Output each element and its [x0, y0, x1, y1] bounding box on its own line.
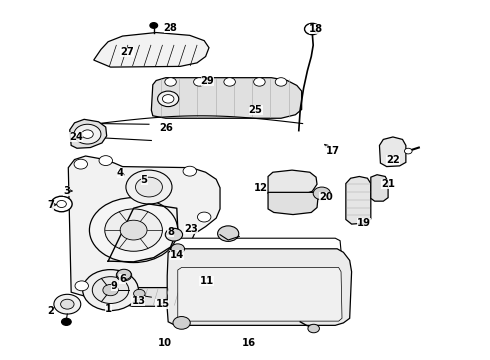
Circle shape: [313, 187, 330, 200]
Text: 24: 24: [69, 132, 83, 142]
Text: 27: 27: [121, 47, 134, 57]
Polygon shape: [167, 249, 352, 325]
Text: 15: 15: [155, 299, 170, 309]
Circle shape: [165, 228, 183, 241]
Circle shape: [308, 324, 319, 333]
Text: 8: 8: [167, 227, 174, 237]
Circle shape: [120, 220, 147, 240]
Circle shape: [254, 78, 265, 86]
Text: 12: 12: [253, 183, 268, 193]
Circle shape: [75, 281, 89, 291]
Circle shape: [74, 124, 101, 144]
Polygon shape: [68, 156, 220, 298]
Circle shape: [117, 269, 131, 280]
Text: 17: 17: [325, 146, 340, 156]
Circle shape: [165, 78, 176, 86]
Text: 20: 20: [319, 192, 333, 202]
Polygon shape: [151, 78, 302, 118]
Circle shape: [83, 270, 138, 311]
Polygon shape: [171, 238, 341, 254]
Circle shape: [126, 170, 172, 204]
Text: 3: 3: [63, 186, 70, 195]
Circle shape: [150, 23, 158, 28]
Text: 25: 25: [248, 105, 263, 115]
Text: 6: 6: [119, 274, 126, 284]
Text: 9: 9: [111, 281, 118, 291]
Circle shape: [136, 177, 162, 197]
Text: 23: 23: [184, 224, 198, 234]
Text: 16: 16: [242, 338, 256, 348]
Circle shape: [173, 316, 190, 329]
Text: 26: 26: [159, 123, 172, 133]
Circle shape: [92, 277, 129, 303]
Circle shape: [404, 148, 412, 154]
Polygon shape: [124, 288, 199, 306]
Text: 29: 29: [201, 76, 215, 86]
Circle shape: [275, 78, 287, 86]
Circle shape: [158, 91, 179, 107]
Circle shape: [171, 244, 185, 254]
Circle shape: [162, 95, 174, 103]
Circle shape: [218, 226, 239, 242]
Circle shape: [61, 299, 74, 309]
Text: 18: 18: [309, 24, 323, 34]
Polygon shape: [268, 192, 318, 215]
Text: 22: 22: [386, 154, 400, 165]
Circle shape: [82, 130, 93, 138]
Text: 11: 11: [199, 275, 214, 285]
Circle shape: [51, 196, 72, 212]
Circle shape: [197, 212, 211, 222]
Circle shape: [305, 23, 320, 35]
Text: 28: 28: [164, 23, 177, 33]
Polygon shape: [346, 176, 371, 224]
Circle shape: [74, 159, 88, 169]
Polygon shape: [70, 119, 107, 148]
Circle shape: [62, 318, 71, 325]
Text: 19: 19: [357, 218, 371, 228]
Circle shape: [57, 201, 66, 207]
Polygon shape: [379, 137, 406, 167]
Text: 10: 10: [157, 338, 171, 348]
Circle shape: [105, 209, 162, 251]
Circle shape: [54, 294, 81, 314]
Polygon shape: [268, 170, 317, 196]
Text: 7: 7: [47, 200, 54, 210]
Circle shape: [224, 78, 235, 86]
Text: 14: 14: [170, 250, 184, 260]
Circle shape: [183, 166, 196, 176]
Text: 2: 2: [47, 306, 54, 315]
Circle shape: [116, 270, 132, 281]
Text: 4: 4: [117, 168, 123, 178]
Circle shape: [103, 284, 118, 296]
Text: 13: 13: [131, 296, 146, 306]
Polygon shape: [178, 267, 342, 321]
Text: 21: 21: [381, 179, 395, 189]
Polygon shape: [371, 175, 388, 201]
Text: 5: 5: [141, 175, 147, 185]
Polygon shape: [94, 32, 209, 67]
Circle shape: [99, 156, 113, 166]
Circle shape: [134, 289, 145, 298]
Circle shape: [89, 198, 178, 262]
Circle shape: [194, 78, 205, 86]
Text: 1: 1: [104, 304, 112, 314]
